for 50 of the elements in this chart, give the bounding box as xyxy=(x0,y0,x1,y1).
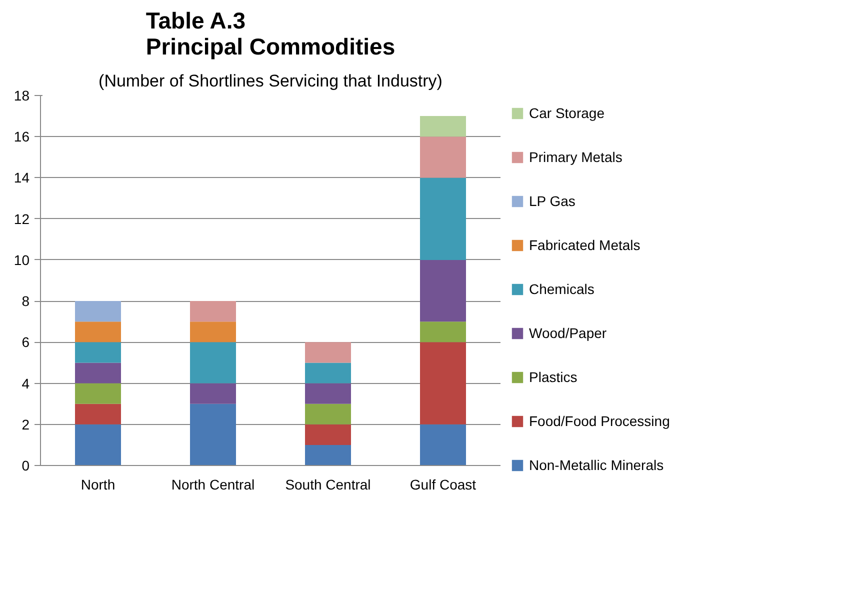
bar xyxy=(75,322,121,342)
bar xyxy=(75,383,121,404)
legend-label: Non-Metallic Minerals xyxy=(529,457,664,473)
x-tick-label: North xyxy=(80,476,116,492)
y-tick-label: 16 xyxy=(14,128,30,145)
x-tick-label: North Central xyxy=(171,476,255,492)
chart-subtitle: (Number of Shortlines Servicing that Industry) xyxy=(98,72,442,90)
bar xyxy=(305,404,351,424)
bar xyxy=(190,301,236,322)
y-tick-label: 12 xyxy=(14,210,30,227)
y-tick-label: 2 xyxy=(22,416,30,432)
bar xyxy=(420,136,466,178)
bar xyxy=(420,260,466,322)
bar xyxy=(190,404,236,466)
bar xyxy=(75,362,121,384)
y-tick-label: 6 xyxy=(22,334,30,350)
legend-label: Chemicals xyxy=(529,281,594,297)
legend-label: Plastics xyxy=(529,369,578,385)
bar xyxy=(190,383,236,404)
y-tick-label: 0 xyxy=(22,458,30,474)
bar xyxy=(75,404,121,424)
bar xyxy=(190,342,236,384)
legend-label: Food/Food Processing xyxy=(529,413,670,429)
y-tick-label: 4 xyxy=(22,375,30,392)
y-tick-label: 14 xyxy=(14,170,30,186)
bar xyxy=(305,424,351,445)
y-tick-label: 8 xyxy=(22,293,30,310)
legend-label: Car Storage xyxy=(529,105,604,121)
bar xyxy=(420,424,466,466)
x-tick-label: Gulf Coast xyxy=(410,476,476,492)
bar xyxy=(305,342,351,363)
legend-label: Fabricated Metals xyxy=(529,237,640,253)
bar xyxy=(305,383,351,404)
x-tick-label: South Central xyxy=(285,476,371,492)
bar xyxy=(420,342,466,424)
bar xyxy=(420,178,466,260)
legend-label: Primary Metals xyxy=(529,149,622,165)
chart-title: Table A.3 Principal Commodities xyxy=(146,8,396,60)
bar xyxy=(75,424,121,466)
legend-label: Wood/Paper xyxy=(529,325,607,341)
legend-label: LP Gas xyxy=(529,193,576,209)
bar xyxy=(305,362,351,384)
bar xyxy=(75,301,121,322)
bar xyxy=(420,322,466,342)
bar xyxy=(420,116,466,137)
bar xyxy=(190,322,236,342)
y-tick-label: 18 xyxy=(14,88,30,104)
bar xyxy=(75,342,121,363)
y-tick-label: 10 xyxy=(14,252,30,268)
bar xyxy=(305,444,351,466)
